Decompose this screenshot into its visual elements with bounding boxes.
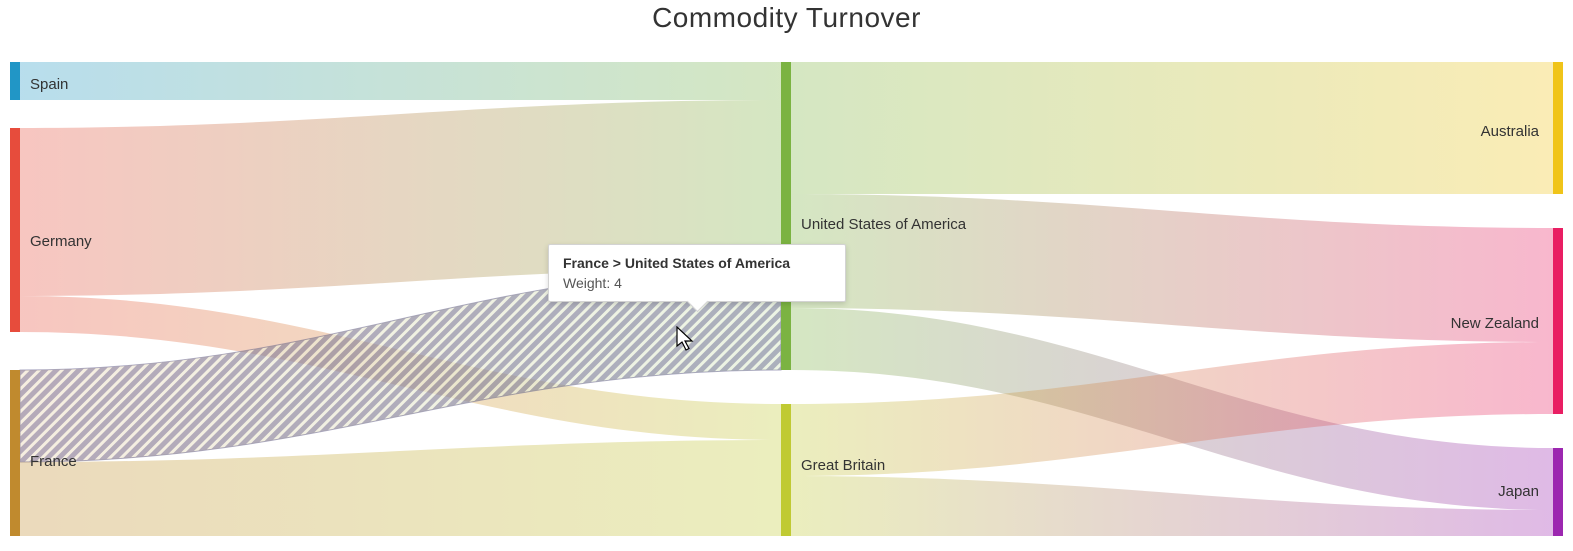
sankey-node[interactable]: [781, 404, 791, 536]
node-label: Japan: [1498, 484, 1539, 499]
sankey-link[interactable]: [20, 62, 781, 100]
sankey-node[interactable]: [1553, 448, 1563, 536]
sankey-node[interactable]: [781, 62, 791, 370]
tooltip-weight-line: Weight: 4: [563, 275, 831, 291]
link-tooltip: France > United States of America Weight…: [548, 244, 846, 302]
node-label: Great Britain: [801, 458, 885, 473]
node-label: Germany: [30, 234, 92, 249]
tooltip-target: United States of America: [625, 255, 790, 271]
tooltip-title: France > United States of America: [563, 255, 831, 271]
tooltip-weight-label: Weight:: [563, 275, 610, 291]
sankey-node[interactable]: [10, 62, 20, 100]
node-label: Australia: [1481, 124, 1539, 139]
node-label: New Zealand: [1451, 316, 1539, 331]
node-label: United States of America: [801, 217, 966, 232]
tooltip-separator: >: [609, 255, 625, 271]
sankey-link[interactable]: [791, 62, 1553, 194]
sankey-node[interactable]: [1553, 62, 1563, 194]
sankey-node[interactable]: [10, 128, 20, 332]
node-label: Spain: [30, 77, 68, 92]
node-label: France: [30, 454, 77, 469]
sankey-node[interactable]: [10, 370, 20, 536]
sankey-node[interactable]: [1553, 228, 1563, 414]
tooltip-weight-value: 4: [614, 275, 622, 291]
tooltip-source: France: [563, 255, 609, 271]
